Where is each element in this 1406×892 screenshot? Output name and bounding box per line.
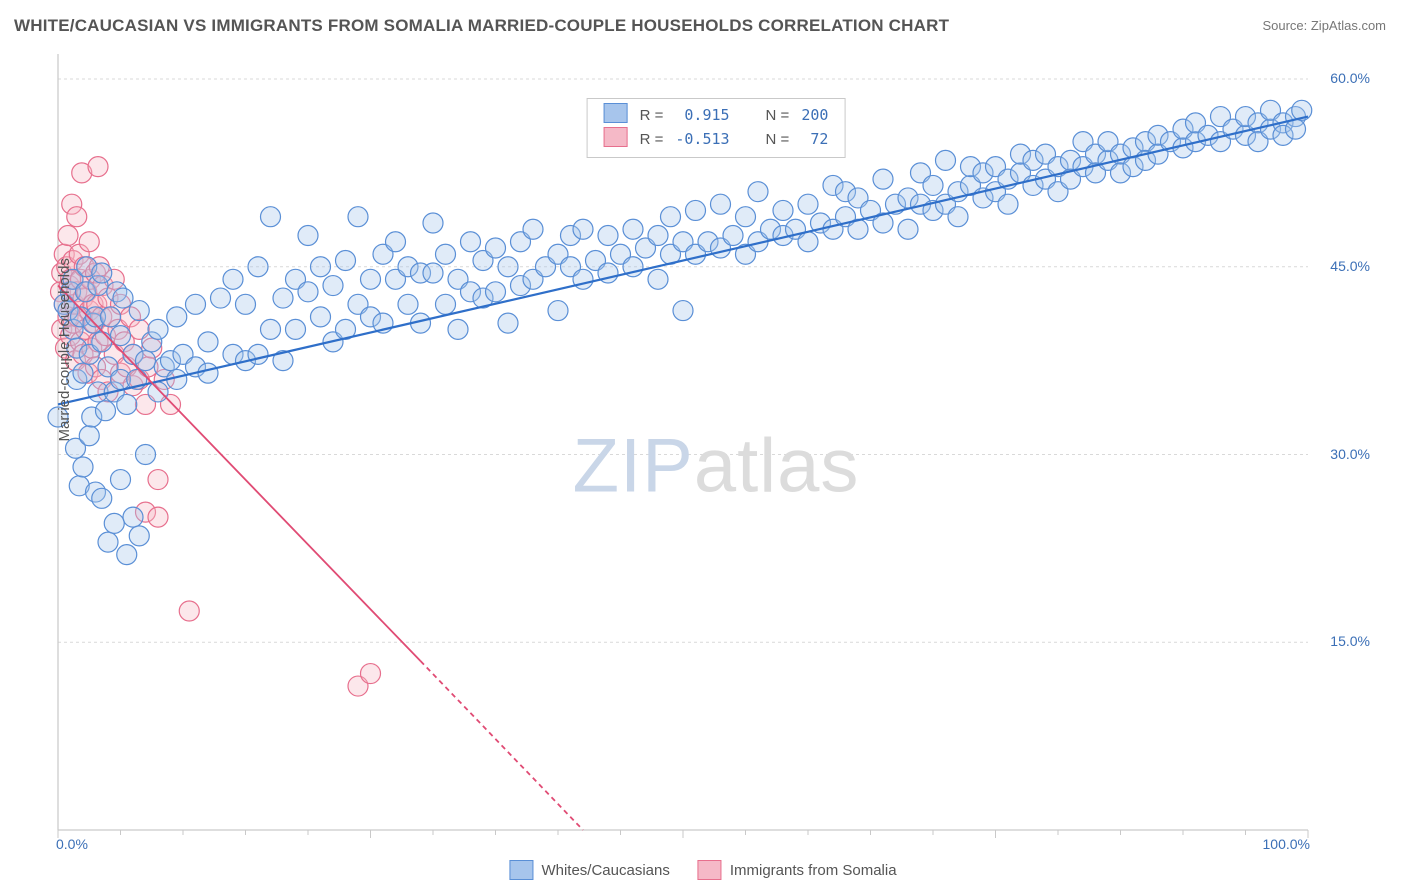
legend-swatch-somalia <box>698 860 722 880</box>
legend-R-value-somalia: -0.513 <box>669 127 735 151</box>
axis-tick-label: 30.0% <box>1330 446 1370 462</box>
legend-row-whites: R = 0.915 N = 200 <box>598 103 835 127</box>
axis-tick-label: 0.0% <box>56 836 88 852</box>
axis-tick-label: 100.0% <box>1263 836 1310 852</box>
axis-tick-label: 15.0% <box>1330 633 1370 649</box>
chart-title: WHITE/CAUCASIAN VS IMMIGRANTS FROM SOMAL… <box>14 16 949 36</box>
legend-R-label: R = <box>634 127 670 151</box>
legend-swatch-somalia <box>604 127 628 147</box>
legend-R-value-whites: 0.915 <box>669 103 735 127</box>
legend-N-label: N = <box>760 127 796 151</box>
legend-label-whites: Whites/Caucasians <box>541 862 669 879</box>
legend-swatch-whites <box>509 860 533 880</box>
legend-label-somalia: Immigrants from Somalia <box>730 862 897 879</box>
legend-item-somalia: Immigrants from Somalia <box>698 860 897 880</box>
legend-N-value-somalia: 72 <box>795 127 834 151</box>
source-label: Source: ZipAtlas.com <box>1262 18 1386 33</box>
legend-N-value-whites: 200 <box>795 103 834 127</box>
legend-swatch-whites <box>604 103 628 123</box>
legend-correlation: R = 0.915 N = 200 R = -0.513 N = 72 <box>587 98 846 158</box>
legend-row-somalia: R = -0.513 N = 72 <box>598 127 835 151</box>
axis-tick-label: 45.0% <box>1330 258 1370 274</box>
legend-N-label: N = <box>760 103 796 127</box>
chart-svg <box>46 48 1386 852</box>
legend-R-label: R = <box>634 103 670 127</box>
axis-tick-label: 60.0% <box>1330 70 1370 86</box>
legend-item-whites: Whites/Caucasians <box>509 860 669 880</box>
legend-series: Whites/Caucasians Immigrants from Somali… <box>509 860 896 880</box>
plot-area: ZIPatlas Married-couple Households 15.0%… <box>46 48 1386 852</box>
y-axis-label: Married-couple Households <box>56 258 73 441</box>
